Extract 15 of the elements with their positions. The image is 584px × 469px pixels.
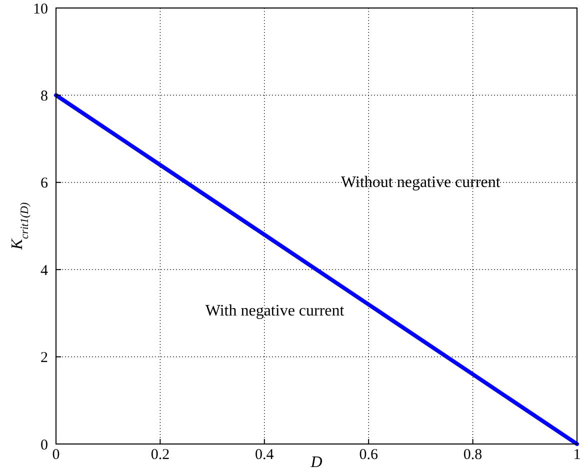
x-tick-label: 0 bbox=[52, 447, 60, 463]
line-series bbox=[54, 93, 579, 446]
y-tick-label: 2 bbox=[40, 350, 48, 366]
y-tick-label: 8 bbox=[40, 88, 48, 104]
x-tick-label: 0.2 bbox=[150, 447, 170, 463]
y-tick-label: 4 bbox=[40, 262, 48, 279]
annotation: Without negative current bbox=[341, 174, 501, 191]
x-tick-label: 0.4 bbox=[255, 447, 274, 463]
y-tick-label: 10 bbox=[33, 1, 48, 18]
x-axis-title: D bbox=[310, 454, 323, 469]
annotation: With negative current bbox=[205, 302, 345, 320]
x-tick-label: 0.8 bbox=[463, 447, 482, 463]
x-tick-label: 1 bbox=[573, 447, 581, 463]
x-tick-label: 0.6 bbox=[359, 447, 378, 463]
y-tick-label: 6 bbox=[40, 176, 48, 192]
